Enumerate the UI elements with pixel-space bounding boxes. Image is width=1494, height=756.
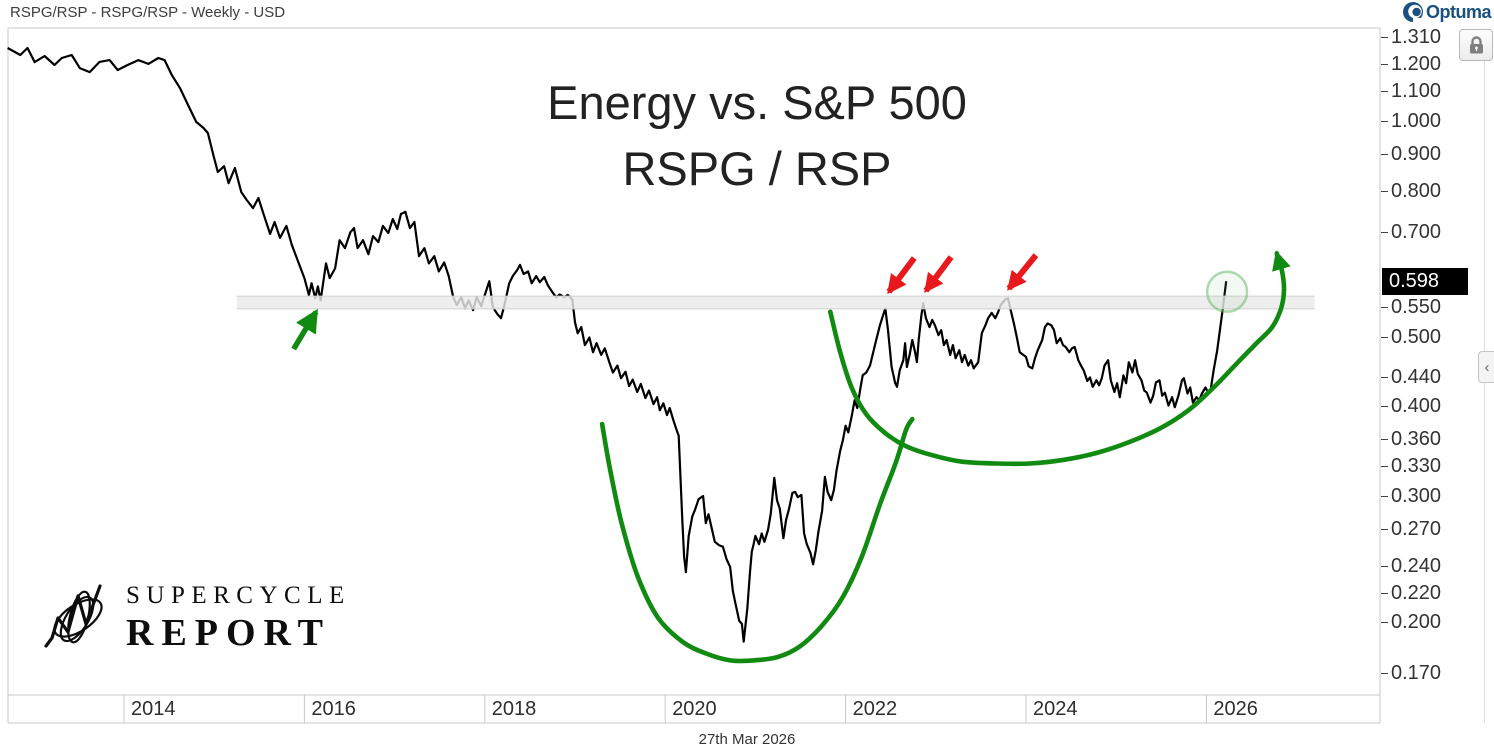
y-tick-label: 1.200 (1391, 53, 1442, 76)
y-tick-label: 0.700 (1391, 221, 1442, 244)
chart-title: Energy vs. S&P 500 (547, 76, 967, 129)
y-tick-label: 0.220 (1391, 581, 1442, 604)
y-tick-dash (1381, 91, 1388, 93)
lock-button[interactable] (1459, 29, 1493, 61)
breakout-circle (1205, 270, 1249, 314)
x-tick-label: 2024 (1033, 698, 1078, 720)
lock-icon (1469, 36, 1483, 54)
y-tick-label: 0.440 (1391, 365, 1442, 388)
y-tick-label: 0.330 (1391, 455, 1442, 478)
footer-date: 27th Mar 2026 (698, 731, 796, 748)
cup-2024 (828, 250, 1291, 467)
chart-subtitle: RSPG / RSP (622, 142, 892, 195)
y-tick-label: 0.240 (1391, 554, 1442, 577)
x-tick-label: 2026 (1213, 698, 1258, 720)
optuma-logo-icon (1402, 2, 1423, 23)
red-arrow (1006, 253, 1039, 291)
header-bar: RSPG/RSP - RSPG/RSP - Weekly - USD Optum… (0, 0, 1494, 27)
y-tick-label: 0.300 (1391, 485, 1442, 507)
plot-frame (7, 27, 1381, 724)
y-tick-label: 0.270 (1391, 517, 1442, 540)
y-tick-label: 0.500 (1391, 325, 1442, 348)
x-tick-label: 2018 (491, 698, 537, 720)
x-axis[interactable]: 2014 2016 2018 2020 2022 2024 2026 (0, 695, 1380, 723)
title-overlay: Energy vs. S&P 500 RSPG / RSP (20, 70, 1494, 202)
chevron-left-icon: ‹ (1484, 358, 1490, 376)
y-tick-label: 1.310 (1391, 25, 1442, 48)
price-line (7, 46, 1228, 643)
watermark-line2: REPORT (126, 611, 332, 654)
y-tick-dash (1381, 466, 1388, 468)
y-tick-label: 0.400 (1391, 395, 1442, 418)
y-tick-dash (1381, 376, 1388, 378)
header-title: RSPG/RSP - RSPG/RSP - Weekly - USD (10, 4, 286, 21)
supercycle-logo-icon (44, 584, 103, 648)
red-arrow (886, 256, 917, 295)
y-tick-label: 1.000 (1391, 110, 1442, 132)
y-tick-dash (1381, 673, 1388, 674)
x-tick-label: 2020 (672, 698, 717, 720)
y-tick-label: 0.360 (1391, 428, 1442, 451)
x-tick-label: 2014 (131, 698, 176, 720)
y-tick-dash (1381, 36, 1388, 38)
x-tick-label: 2016 (311, 698, 356, 720)
y-tick-label: 0.550 (1391, 296, 1442, 319)
y-axis[interactable]: 1.310 1.200 1.100 1.000 0.900 0.800 0.700 0.550… (1381, 0, 1484, 723)
y-tick-dash (1381, 307, 1388, 309)
y-tick-dash (1381, 64, 1388, 66)
y-tick-dash (1381, 406, 1388, 408)
y-tick-dash (1381, 592, 1388, 594)
cup-2020 (599, 416, 915, 664)
green-arrow (291, 308, 319, 351)
y-tick-label: 1.100 (1391, 80, 1442, 103)
y-tick-dash (1381, 622, 1388, 624)
red-arrow (923, 255, 954, 294)
resistance-band (236, 295, 1315, 310)
y-tick-label: 0.170 (1391, 662, 1442, 684)
optuma-logo-text: Optuma (1425, 1, 1492, 22)
optuma-logo: Optuma (1402, 1, 1492, 23)
y-tick-dash (1381, 121, 1388, 122)
y-tick-dash (1381, 153, 1388, 155)
y-tick-dash (1381, 439, 1388, 441)
y-tick-label: 0.800 (1391, 179, 1442, 202)
y-tick-dash (1381, 565, 1388, 567)
y-tick-dash (1381, 190, 1388, 192)
y-tick-label: 0.900 (1391, 142, 1442, 165)
y-tick-dash (1381, 232, 1388, 234)
x-tick-label: 2022 (852, 698, 898, 720)
y-tick-dash (1381, 528, 1388, 530)
watermark-line1: SUPERCYCLE (126, 581, 351, 609)
last-price-label: 0.598 (1382, 267, 1468, 295)
collapse-button[interactable]: ‹ (1478, 351, 1494, 383)
y-tick-dash (1381, 496, 1388, 497)
watermark: SUPERCYCLE REPORT (42, 580, 351, 656)
y-tick-dash (1381, 336, 1388, 338)
watermark-text: SUPERCYCLE REPORT (126, 582, 351, 655)
y-tick-label: 0.200 (1391, 611, 1442, 634)
